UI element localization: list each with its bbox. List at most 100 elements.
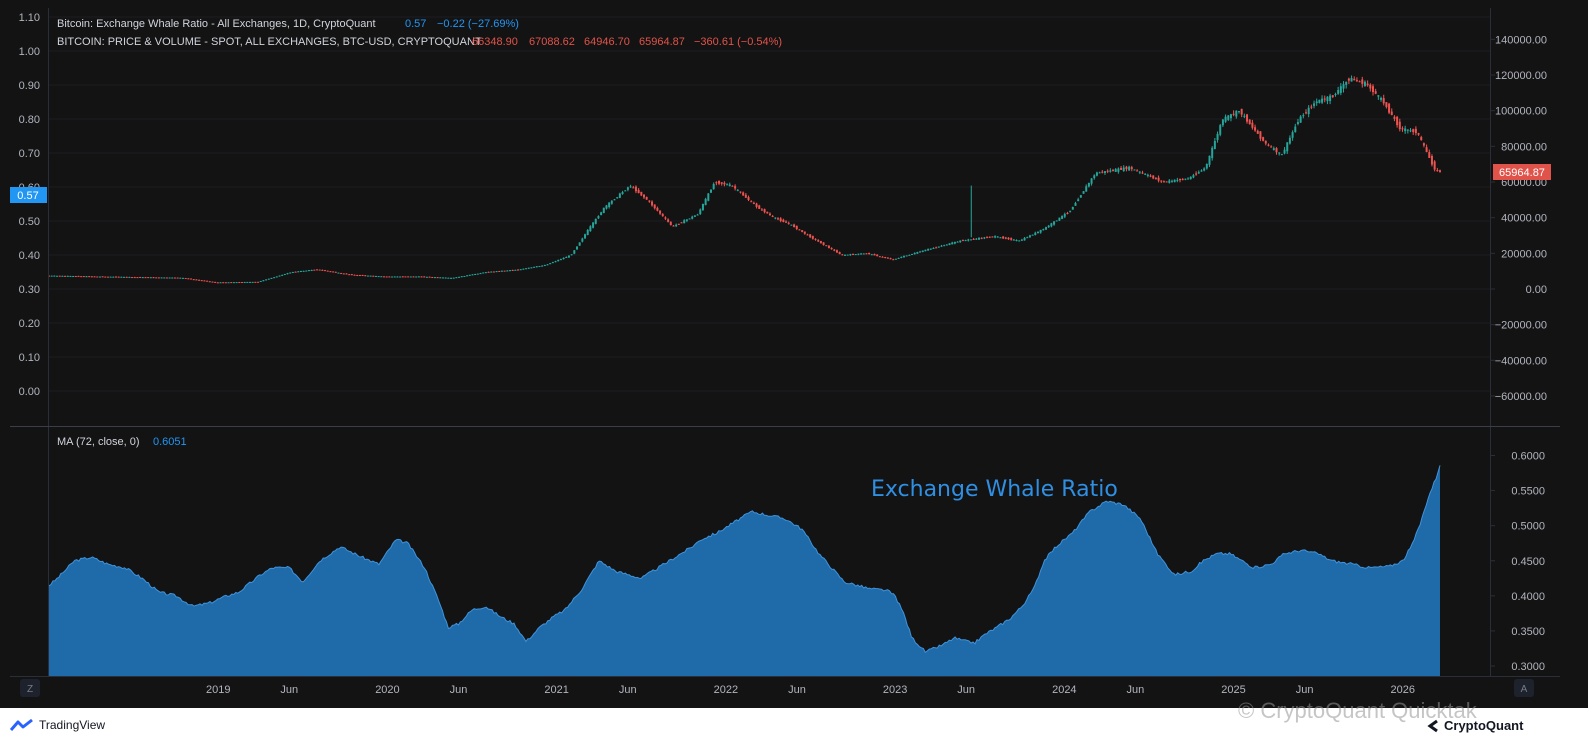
candle-body <box>793 224 796 228</box>
candle-body <box>795 225 798 230</box>
candle-body <box>755 203 758 207</box>
candle-body <box>878 256 881 258</box>
price-candles <box>48 75 1441 284</box>
candle-body <box>1144 173 1147 175</box>
candle-body <box>613 199 616 201</box>
candle-body <box>1031 234 1034 236</box>
candle-body <box>1149 175 1152 177</box>
candle-body <box>353 274 356 276</box>
candle-body <box>417 276 420 278</box>
candle-body <box>693 215 696 217</box>
candle-body <box>835 250 838 253</box>
candle-body <box>240 282 243 284</box>
candle-body <box>600 212 603 215</box>
candle-body <box>318 269 321 271</box>
candle-body <box>1422 143 1425 146</box>
series2-close: 65964.87 <box>639 36 685 48</box>
candle-body <box>82 276 85 278</box>
candle-body <box>495 271 498 273</box>
series2-change: −360.61 (−0.54%) <box>694 36 782 48</box>
candle-body <box>203 280 206 282</box>
candle-body <box>683 220 686 224</box>
candle-body <box>1267 144 1270 146</box>
candle-body <box>1189 176 1192 179</box>
candle-body <box>897 257 900 259</box>
candle-body <box>310 270 313 272</box>
x-tick-label: 2025 <box>1221 684 1245 696</box>
candle-body <box>1074 202 1077 206</box>
candle-body <box>133 277 136 279</box>
candle-body <box>1125 166 1128 170</box>
candle-body <box>1382 98 1385 104</box>
candle-body <box>1152 175 1155 179</box>
candle-body <box>1168 180 1171 183</box>
candle-body <box>723 182 726 185</box>
x-tick-label: 2020 <box>375 684 399 696</box>
candle-body <box>852 254 855 256</box>
candle-body <box>911 253 914 255</box>
candle-body <box>986 237 989 239</box>
right-axis-ticks-ma: 0.6000 0.5500 0.5000 0.4500 0.4000 0.3500 0.30… <box>1490 451 1545 673</box>
candle-body <box>586 229 589 236</box>
candle-body <box>214 281 217 283</box>
candle-body <box>573 250 576 254</box>
candle-body <box>1173 179 1176 183</box>
z-button-label: Z <box>27 684 33 695</box>
candle-body <box>766 211 769 214</box>
candle-body <box>77 275 80 277</box>
series1-value: 0.57 <box>405 18 426 30</box>
candle-body <box>372 275 375 277</box>
candle-body <box>873 253 876 256</box>
candle-body <box>814 238 817 240</box>
candle-body <box>299 270 302 272</box>
candle-body <box>961 240 964 242</box>
candle-body <box>399 276 402 278</box>
candle-body <box>664 217 667 219</box>
candle-body <box>517 269 520 271</box>
candle-body <box>187 278 190 280</box>
candle-body <box>1007 237 1010 240</box>
candle-body <box>876 254 879 257</box>
candle-body <box>66 275 69 277</box>
candle-body <box>53 275 56 277</box>
candle-body <box>656 207 659 211</box>
candle-body <box>785 221 788 223</box>
tradingview-logo[interactable]: TradingView <box>10 718 105 732</box>
a-button[interactable] <box>1514 679 1534 697</box>
candle-body <box>1254 127 1257 131</box>
candle-body <box>688 218 691 220</box>
candle-body <box>653 204 656 209</box>
candle-body <box>235 282 238 284</box>
candle-body <box>699 209 702 215</box>
candle-body <box>1240 108 1243 115</box>
chart-canvas: 1.101.000.900.800.700.600.500.400.300.20… <box>0 0 1588 708</box>
candle-body <box>1337 89 1340 94</box>
candle-body <box>1015 240 1018 242</box>
candle-body <box>605 205 608 209</box>
candle-body <box>618 193 621 198</box>
ma-tick-label: 0.4500 <box>1511 556 1545 568</box>
candle-body <box>736 189 739 191</box>
candle-body <box>1229 114 1232 119</box>
candle-body <box>1275 148 1278 153</box>
candle-body <box>123 276 126 278</box>
ma-tick-label: 0.5000 <box>1511 521 1545 533</box>
candle-body <box>1103 171 1106 173</box>
candle-body <box>549 263 552 265</box>
candle-body <box>1187 178 1190 180</box>
candle-body <box>1039 229 1042 233</box>
candle-body <box>109 276 112 278</box>
z-button[interactable] <box>20 679 40 697</box>
candle-body <box>1404 128 1407 132</box>
candle-body <box>905 255 908 257</box>
candle-body <box>345 273 348 275</box>
candle-body <box>1114 169 1117 172</box>
left-tick-label: 0.20 <box>19 318 40 330</box>
candle-body <box>1141 172 1144 174</box>
candle-body <box>578 242 581 246</box>
candle-body <box>514 269 517 271</box>
candle-body <box>1361 79 1364 84</box>
x-axis-labels: 2019 Jun 2020 Jun 2021 Jun 2022 Jun 2023 Jun 2024 J… <box>206 684 1415 696</box>
candle-body <box>1302 115 1305 117</box>
candle-body <box>1428 152 1431 158</box>
